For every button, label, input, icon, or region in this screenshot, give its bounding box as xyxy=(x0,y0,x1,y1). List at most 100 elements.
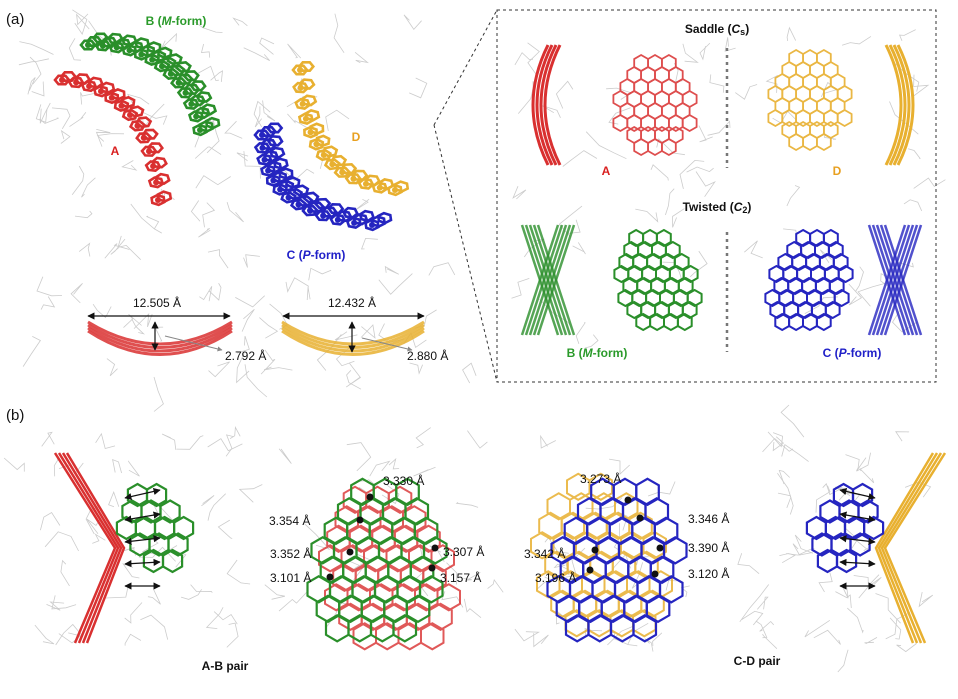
distance-labels: 3.330 Å 3.354 Å 3.352 Å 3.101 Å 3.307 Å 3.157… xyxy=(269,471,729,585)
ring xyxy=(392,614,418,643)
wire xyxy=(514,52,534,66)
inset-title: Twisted (C2) xyxy=(683,200,752,215)
ring xyxy=(315,148,332,162)
distance-label: 3.101 Å xyxy=(270,570,311,585)
side-view xyxy=(535,44,554,166)
wire xyxy=(145,215,160,230)
wire xyxy=(260,349,276,375)
side-view xyxy=(543,44,562,166)
contact-arrow xyxy=(124,535,161,545)
wire xyxy=(194,21,223,33)
wire xyxy=(110,238,126,255)
wire xyxy=(117,235,141,260)
wire xyxy=(345,362,361,388)
wire xyxy=(122,563,140,579)
side-view xyxy=(528,224,568,336)
wire xyxy=(217,519,233,539)
ring xyxy=(298,78,316,90)
ring xyxy=(133,48,149,61)
pointer xyxy=(361,337,413,352)
wire xyxy=(108,490,120,508)
side-view xyxy=(877,452,939,644)
wire xyxy=(555,80,574,109)
ring xyxy=(99,81,116,94)
wire xyxy=(695,171,716,197)
ring xyxy=(816,132,832,152)
ring xyxy=(265,174,281,187)
atom xyxy=(138,51,145,58)
ring xyxy=(166,53,183,66)
wire xyxy=(858,576,882,599)
atom xyxy=(295,201,302,208)
ring xyxy=(93,85,109,98)
atom xyxy=(188,101,195,108)
wire xyxy=(813,629,841,645)
wire xyxy=(786,26,797,42)
wire xyxy=(95,129,111,147)
wire xyxy=(689,250,708,278)
ring xyxy=(297,60,315,72)
wire xyxy=(55,623,84,646)
wire xyxy=(210,70,223,82)
wire xyxy=(142,103,165,130)
ribbon xyxy=(79,32,221,137)
wire xyxy=(777,472,792,509)
wire xyxy=(263,366,293,371)
ring xyxy=(686,288,703,308)
ring xyxy=(681,113,698,133)
measurement: 2.792 Å xyxy=(225,348,266,363)
wire xyxy=(81,177,96,198)
wire xyxy=(346,442,372,472)
wire xyxy=(124,602,143,624)
wire xyxy=(39,102,51,124)
pointer xyxy=(164,335,223,352)
ring xyxy=(159,499,181,524)
ring xyxy=(156,46,173,59)
bowl xyxy=(87,320,233,346)
wire xyxy=(306,286,311,301)
atom xyxy=(299,100,306,107)
distance-label: 3.352 Å xyxy=(270,546,311,561)
distance-label: 3.120 Å xyxy=(688,566,729,581)
atom xyxy=(313,141,320,148)
wire xyxy=(699,42,711,61)
distance-label: 3.157 Å xyxy=(440,570,481,585)
wire xyxy=(446,562,458,585)
ring xyxy=(324,614,350,643)
molecule-label: C (P-form) xyxy=(287,248,346,262)
wire xyxy=(229,426,241,439)
atom xyxy=(99,42,106,49)
wire xyxy=(51,595,77,610)
wire xyxy=(804,619,831,638)
wire xyxy=(848,283,863,306)
ring xyxy=(265,122,284,134)
wire xyxy=(194,146,222,159)
atom xyxy=(320,212,327,219)
side-view xyxy=(532,224,572,336)
wire xyxy=(51,107,71,130)
distance-label: 3.330 Å xyxy=(383,473,424,488)
wire xyxy=(31,81,45,97)
ring xyxy=(769,300,786,320)
wire xyxy=(647,481,676,497)
wire xyxy=(455,501,479,508)
wire xyxy=(147,589,161,605)
label-part: P xyxy=(839,346,848,360)
side-view xyxy=(539,44,558,166)
wire xyxy=(224,120,243,139)
ring xyxy=(802,312,818,332)
wire xyxy=(512,186,527,200)
bowl xyxy=(87,326,233,353)
atom xyxy=(285,194,292,201)
contact-atom xyxy=(346,548,354,556)
wire xyxy=(124,633,142,646)
wire xyxy=(285,277,310,293)
wire xyxy=(686,166,714,173)
wire xyxy=(243,151,261,179)
contact-arrow xyxy=(839,535,876,545)
wire xyxy=(169,545,187,568)
hex-cluster xyxy=(767,48,853,152)
contact-atom xyxy=(656,544,664,552)
ring xyxy=(309,122,325,136)
side-view xyxy=(892,44,911,166)
